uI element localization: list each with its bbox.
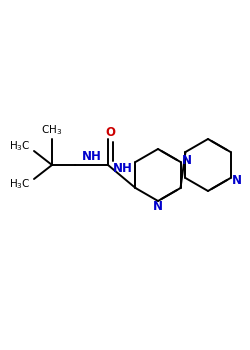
Text: CH$_3$: CH$_3$	[42, 123, 62, 137]
Text: O: O	[105, 126, 115, 139]
Text: N: N	[232, 175, 241, 188]
Text: H$_3$C: H$_3$C	[9, 177, 31, 191]
Text: H$_3$C: H$_3$C	[9, 139, 31, 153]
Text: N: N	[182, 154, 192, 167]
Text: NH: NH	[82, 150, 102, 163]
Text: N: N	[153, 201, 163, 214]
Text: NH: NH	[113, 162, 133, 175]
